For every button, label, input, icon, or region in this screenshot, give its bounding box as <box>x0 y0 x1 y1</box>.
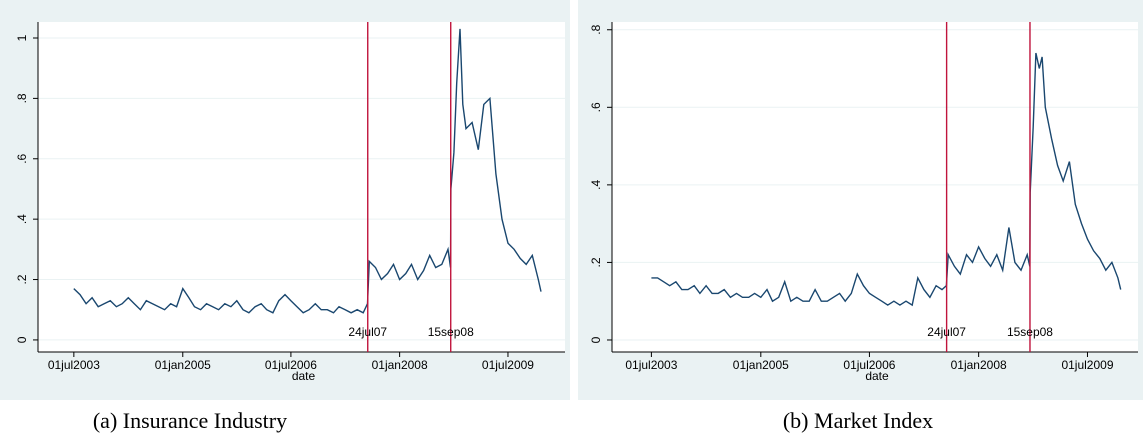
event-label: 24jul07 <box>348 325 387 339</box>
y-tick-label: .8 <box>589 24 603 34</box>
plot-area <box>38 22 565 352</box>
x-tick-label: 01jul2003 <box>48 358 100 372</box>
y-tick-label: 0 <box>589 336 603 343</box>
y-tick-label: .4 <box>589 180 603 190</box>
plot-area <box>612 22 1138 352</box>
x-tick-label: 01jul2006 <box>843 358 895 372</box>
caption: (b) Market Index <box>783 408 933 433</box>
y-tick-label: .2 <box>589 257 603 267</box>
x-tick-label: 01jul2009 <box>482 358 534 372</box>
x-tick-label: 01jul2003 <box>625 358 677 372</box>
y-tick-label: 0 <box>15 336 29 343</box>
y-tick-label: .6 <box>589 102 603 112</box>
y-tick-label: .2 <box>15 274 29 284</box>
data-line <box>651 52 1122 307</box>
y-tick-label: 1 <box>15 34 29 41</box>
y-tick-label: .4 <box>15 214 29 224</box>
event-label: 24jul07 <box>927 325 966 339</box>
x-tick-label: 01jan2005 <box>155 358 211 372</box>
x-tick-label: 01jan2008 <box>951 358 1007 372</box>
x-tick-label: 01jul2009 <box>1061 358 1113 372</box>
x-tick-label: 01jan2008 <box>372 358 428 372</box>
x-axis-title: date <box>292 369 316 383</box>
data-line <box>73 28 542 314</box>
caption: (a) Insurance Industry <box>93 408 287 433</box>
x-tick-label: 01jan2005 <box>733 358 789 372</box>
event-label: 15sep08 <box>1007 325 1053 339</box>
event-label: 15sep08 <box>428 325 474 339</box>
x-axis-title: date <box>865 369 889 383</box>
y-tick-label: .6 <box>15 153 29 163</box>
y-tick-label: .8 <box>15 93 29 103</box>
x-tick-label: 01jul2006 <box>265 358 317 372</box>
